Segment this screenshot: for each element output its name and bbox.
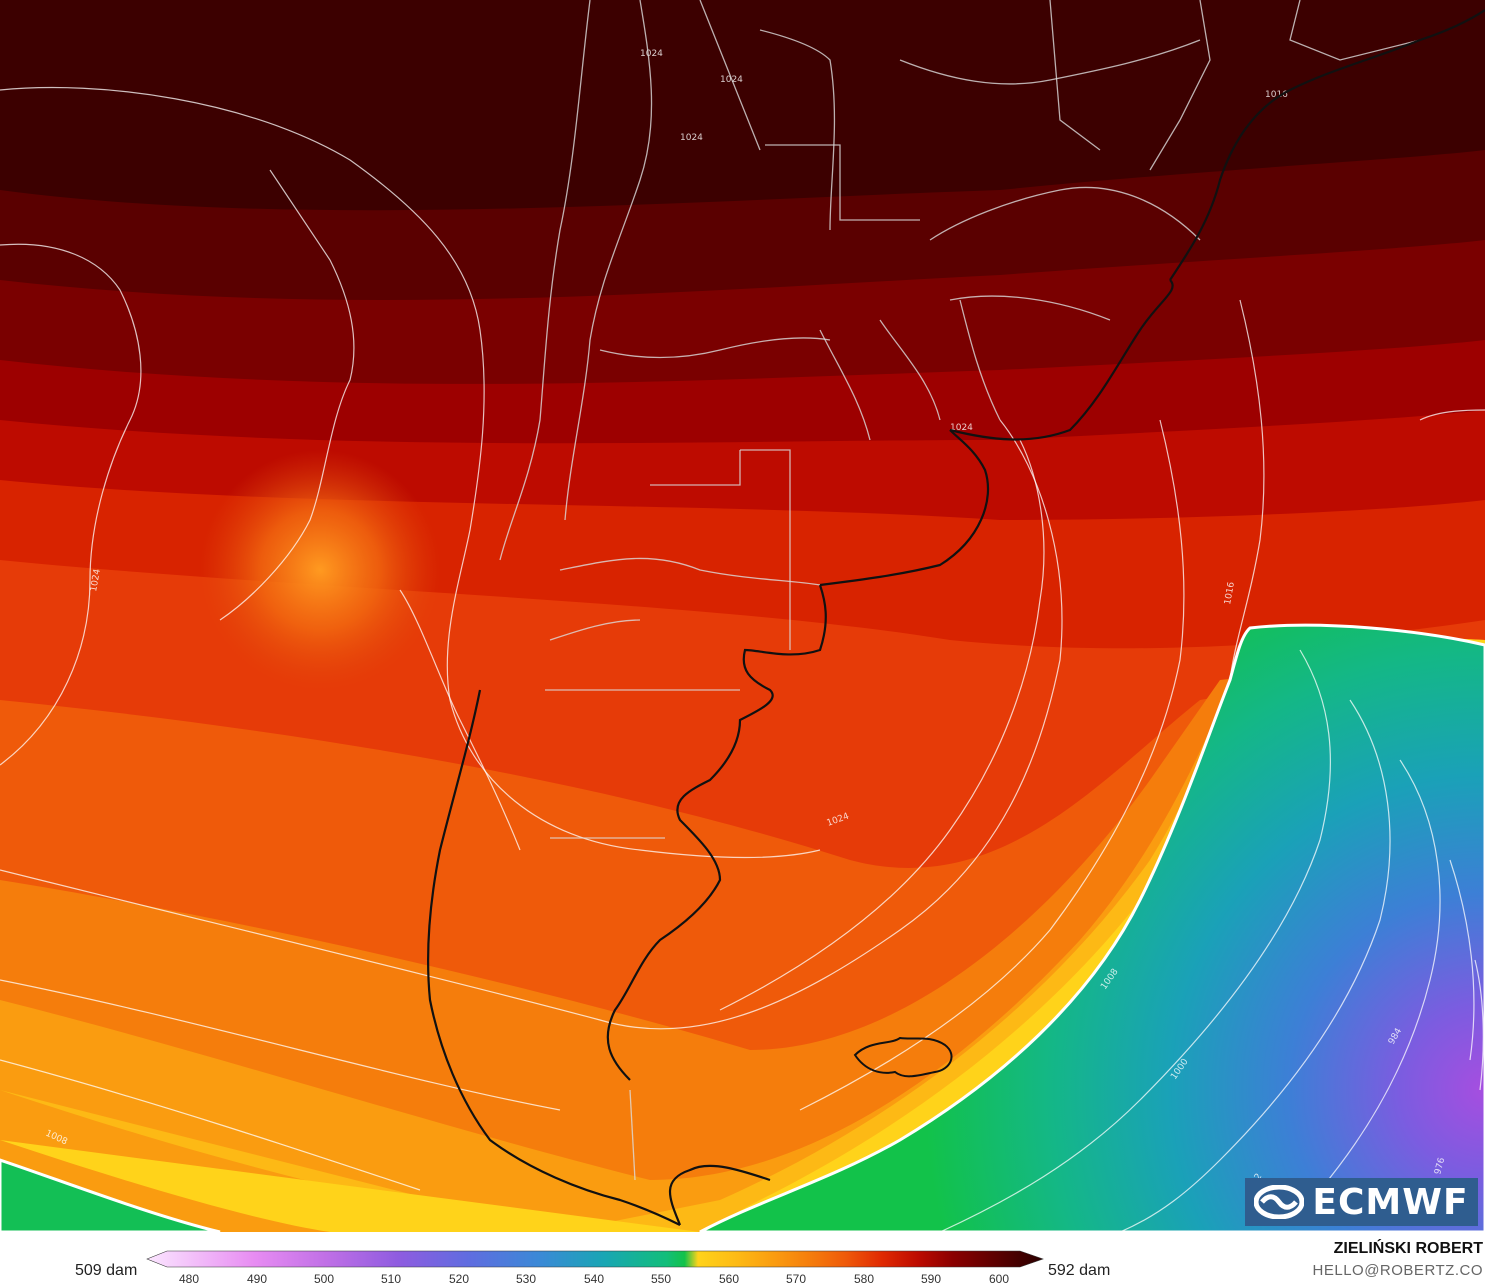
isobar-label: 1016: [1223, 581, 1237, 606]
legend-tick: 560: [718, 1272, 740, 1286]
legend-tick: 570: [785, 1272, 807, 1286]
isobar-label: 1024: [950, 423, 973, 433]
ecmwf-logo: ECMWF: [1245, 1178, 1478, 1226]
low-pressure-region: [699, 623, 1485, 1232]
isobars: [0, 86, 1485, 1232]
coastline: [426, 9, 1485, 1226]
legend-tick: 530: [515, 1272, 537, 1286]
legend-tick: 580: [853, 1272, 875, 1286]
isobar-labels: 1024 1024 1024 1024 1024 1024 1016 1016 …: [44, 49, 1448, 1192]
legend-tick: 540: [583, 1272, 605, 1286]
sw-low-region: [0, 1158, 221, 1232]
weather-map: 1024 1024 1024 1024 1024 1024 1016 1016 …: [0, 0, 1485, 1232]
falkland-islands: [853, 1036, 953, 1078]
legend-max-label: 592 dam: [1048, 1262, 1111, 1279]
isobar-label: 1016: [1265, 90, 1288, 100]
author-name: ZIELIŃSKI ROBERT: [1333, 1240, 1483, 1257]
legend-tick: 590: [920, 1272, 942, 1286]
legend-tick: 550: [650, 1272, 672, 1286]
isobar-label: 1024: [680, 133, 703, 143]
legend-tick: 520: [448, 1272, 470, 1286]
high-blob: [200, 450, 440, 690]
isobar-label: 1024: [640, 49, 663, 59]
legend-tick: 510: [380, 1272, 402, 1286]
legend-tick: 490: [246, 1272, 268, 1286]
borders: [499, 0, 1421, 1181]
legend-min-label: 509 dam: [75, 1262, 138, 1279]
color-scale-bar: [146, 1250, 1044, 1268]
ecmwf-logo-icon: [1254, 1185, 1305, 1219]
footer: 509 dam: [0, 1232, 1485, 1287]
isobar-label: 976: [1433, 1156, 1447, 1175]
author-email[interactable]: HELLO@ROBERTZ.CO: [1312, 1262, 1483, 1279]
isobar-label: 1024: [89, 568, 103, 593]
ecmwf-logo-text: ECMWF: [1312, 1181, 1469, 1223]
legend-tick: 480: [178, 1272, 200, 1286]
legend-tick: 500: [313, 1272, 335, 1286]
legend-tick: 600: [988, 1272, 1010, 1286]
